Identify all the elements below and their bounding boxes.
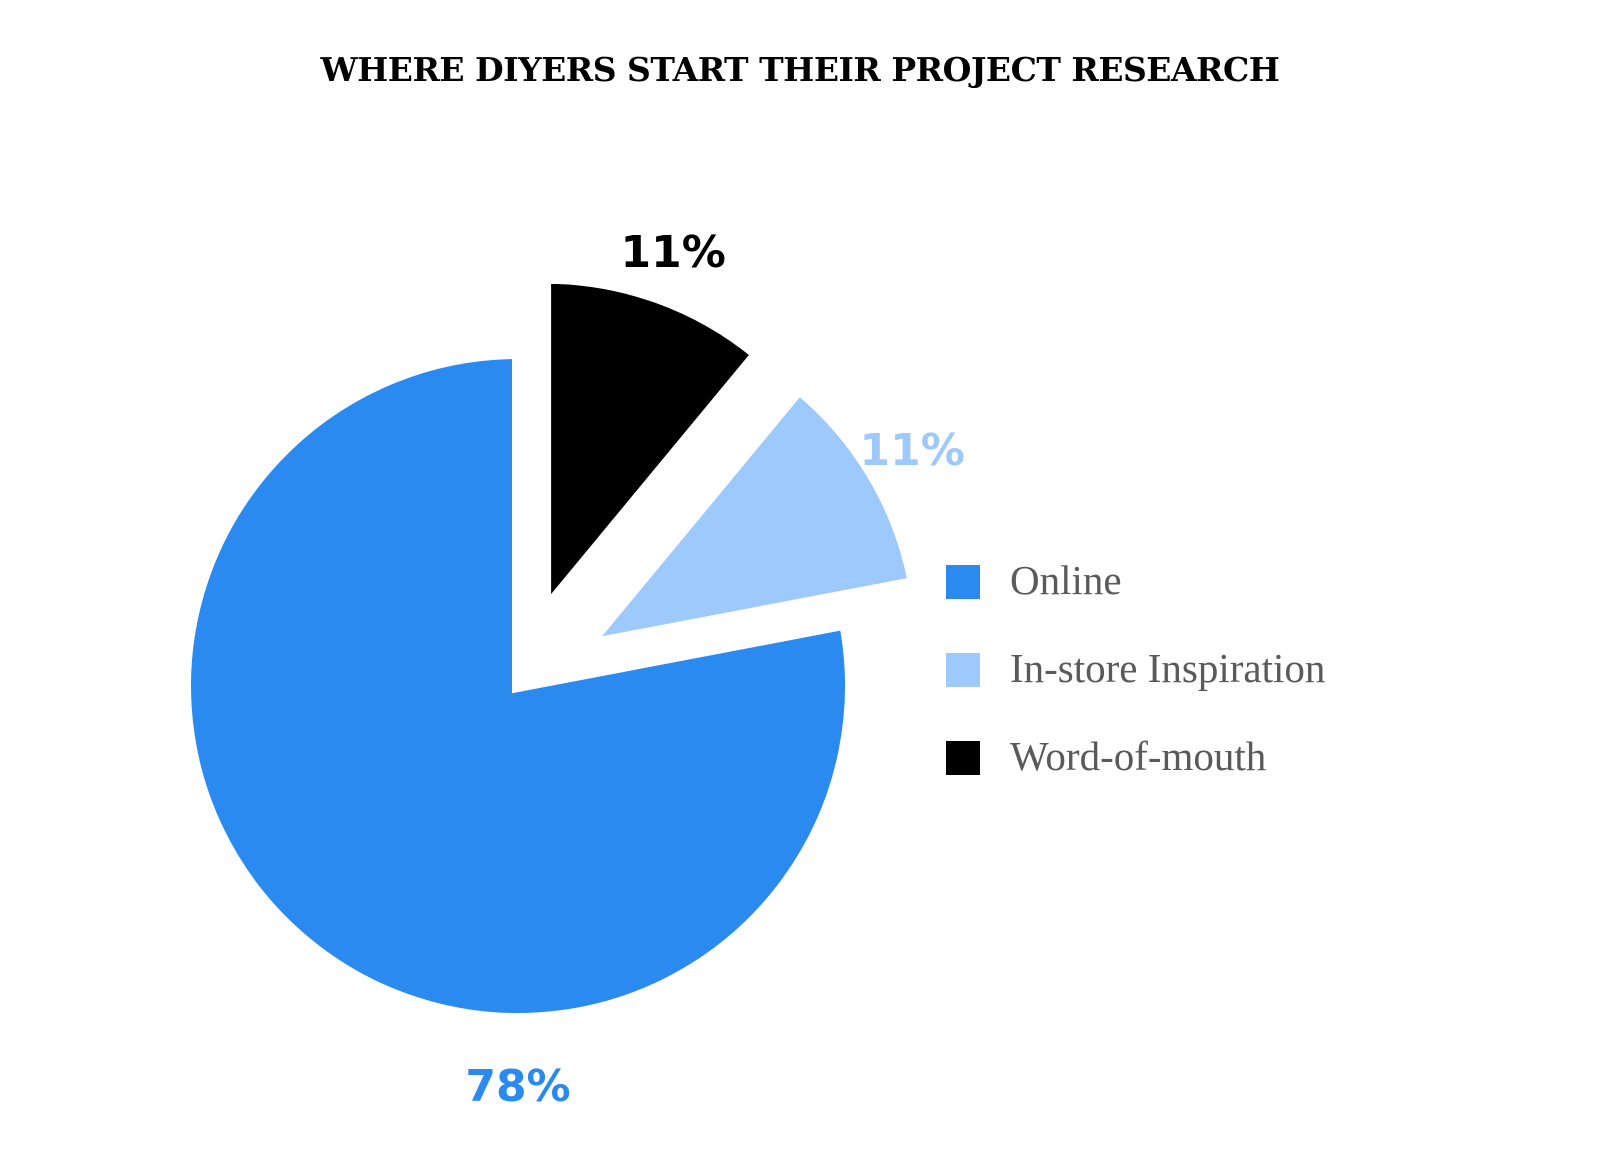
legend-label-in-store-inspiration: In-store Inspiration: [1010, 645, 1326, 691]
legend-item-online: Online: [946, 557, 1566, 650]
legend-swatch-word-of-mouth: [946, 741, 980, 775]
legend-swatch-in-store-inspiration: [946, 653, 980, 687]
pie-slices: [179, 271, 921, 1025]
chart-title: WHERE DIYERS START THEIR PROJECT RESEARC…: [320, 50, 1280, 89]
pie-label-in-store-inspiration: 11%: [860, 425, 965, 476]
pie-slice-in-store-inspiration: [571, 380, 921, 655]
legend: Online In-store Inspiration Word-of-mout…: [946, 557, 1566, 826]
legend-label-online: Online: [1010, 557, 1122, 603]
pie-slice-word-of-mouth: [539, 271, 766, 628]
pie-label-online: 78%: [465, 1061, 570, 1112]
legend-item-in-store-inspiration: In-store Inspiration: [946, 645, 1566, 738]
legend-item-word-of-mouth: Word-of-mouth: [946, 733, 1566, 826]
pie-labels: 78% 11% 11%: [465, 227, 965, 1112]
legend-swatch-online: [946, 565, 980, 599]
pie-slice-online: [179, 346, 857, 1025]
legend-label-word-of-mouth: Word-of-mouth: [1010, 733, 1267, 779]
pie-label-word-of-mouth: 11%: [620, 227, 725, 278]
